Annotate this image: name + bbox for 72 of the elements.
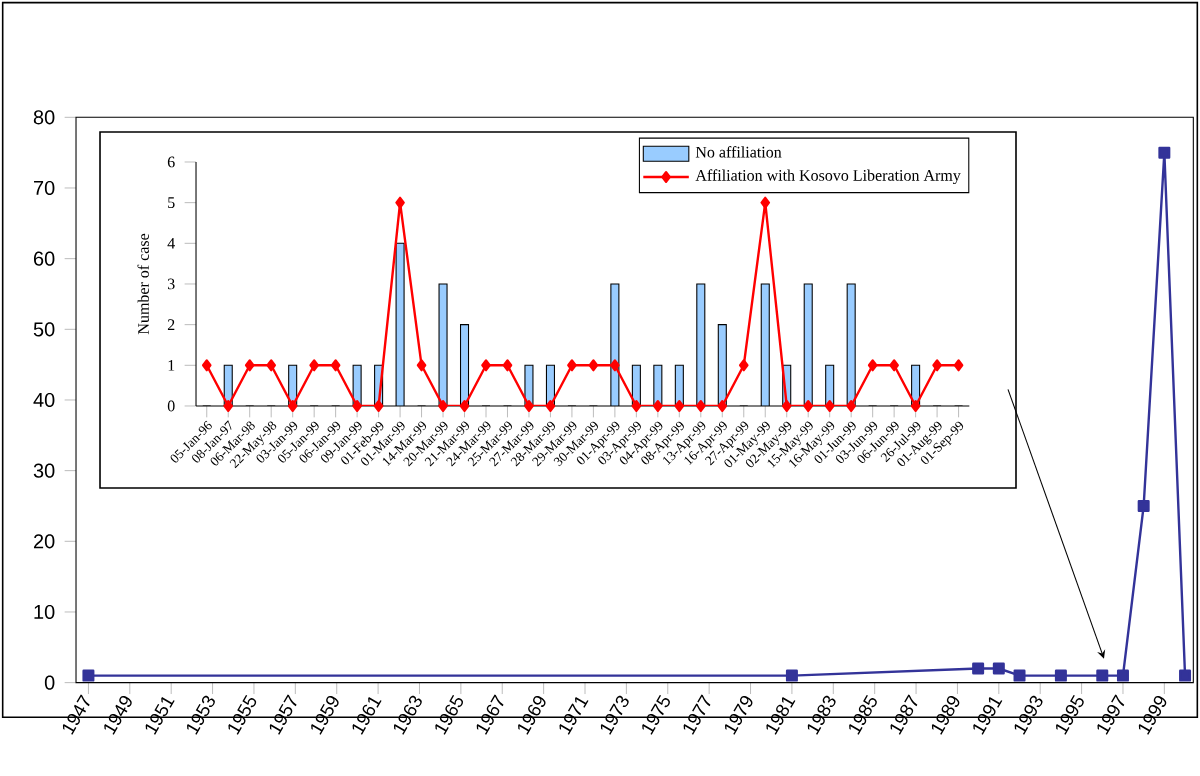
legend-label: Affiliation with Kosovo Liberation Army [695, 169, 961, 185]
y-tick-label: 1 [168, 360, 175, 371]
point [244, 359, 255, 372]
y-tick-label: 5 [168, 197, 175, 208]
point [373, 399, 384, 412]
bar [717, 324, 727, 406]
point [972, 662, 985, 675]
point [1158, 146, 1171, 159]
y-tick-label: 30 [33, 463, 55, 478]
y-tick-label: 10 [34, 604, 55, 620]
point [631, 399, 642, 412]
y-tick-label: 3 [167, 278, 175, 290]
y-tick-label: 60 [33, 251, 55, 266]
point [330, 359, 341, 372]
bar [438, 283, 448, 406]
y-tick-label: 6 [167, 156, 175, 168]
point [674, 399, 685, 412]
point [760, 196, 771, 209]
point [738, 359, 749, 372]
bar [846, 283, 856, 406]
point [1013, 669, 1026, 682]
point [953, 359, 964, 372]
bar [459, 324, 470, 406]
point [545, 399, 556, 412]
y-tick-label: 4 [167, 238, 175, 249]
point [395, 196, 405, 209]
point [1054, 669, 1067, 682]
y-tick-label: 70 [34, 180, 55, 196]
bar [696, 283, 706, 406]
y-tick-label: 2 [167, 319, 175, 330]
y-tick-label: 80 [33, 110, 55, 125]
point [416, 359, 427, 372]
point [824, 399, 835, 412]
point [438, 399, 448, 412]
y-axis-title: Number of case [137, 233, 149, 335]
point [588, 359, 599, 372]
point [696, 399, 706, 412]
point [1137, 499, 1150, 512]
point [1116, 669, 1129, 682]
legend-label: No affiliation [695, 146, 782, 158]
point [223, 399, 234, 412]
y-tick-label: 0 [44, 675, 55, 690]
point [867, 359, 878, 372]
point [803, 399, 814, 412]
point [1179, 669, 1192, 682]
point [266, 359, 276, 372]
point [992, 662, 1005, 675]
point [785, 669, 798, 682]
point [352, 399, 362, 412]
point [201, 359, 212, 372]
point [287, 399, 298, 412]
y-tick-label: 0 [167, 400, 175, 412]
point [846, 399, 856, 412]
point [481, 359, 491, 372]
point [82, 669, 95, 682]
y-tick-label: 40 [33, 392, 55, 408]
point [567, 359, 577, 372]
point [932, 359, 942, 372]
point [309, 359, 319, 372]
point [610, 359, 620, 372]
point [653, 399, 663, 412]
point [459, 399, 470, 412]
point [524, 399, 534, 412]
point [910, 399, 921, 412]
point [889, 359, 899, 372]
point [1096, 669, 1109, 682]
y-tick-label: 20 [33, 534, 55, 549]
point [502, 359, 513, 372]
bar [803, 283, 813, 406]
point [717, 399, 728, 412]
y-tick-label: 50 [33, 322, 55, 337]
point [781, 399, 792, 412]
